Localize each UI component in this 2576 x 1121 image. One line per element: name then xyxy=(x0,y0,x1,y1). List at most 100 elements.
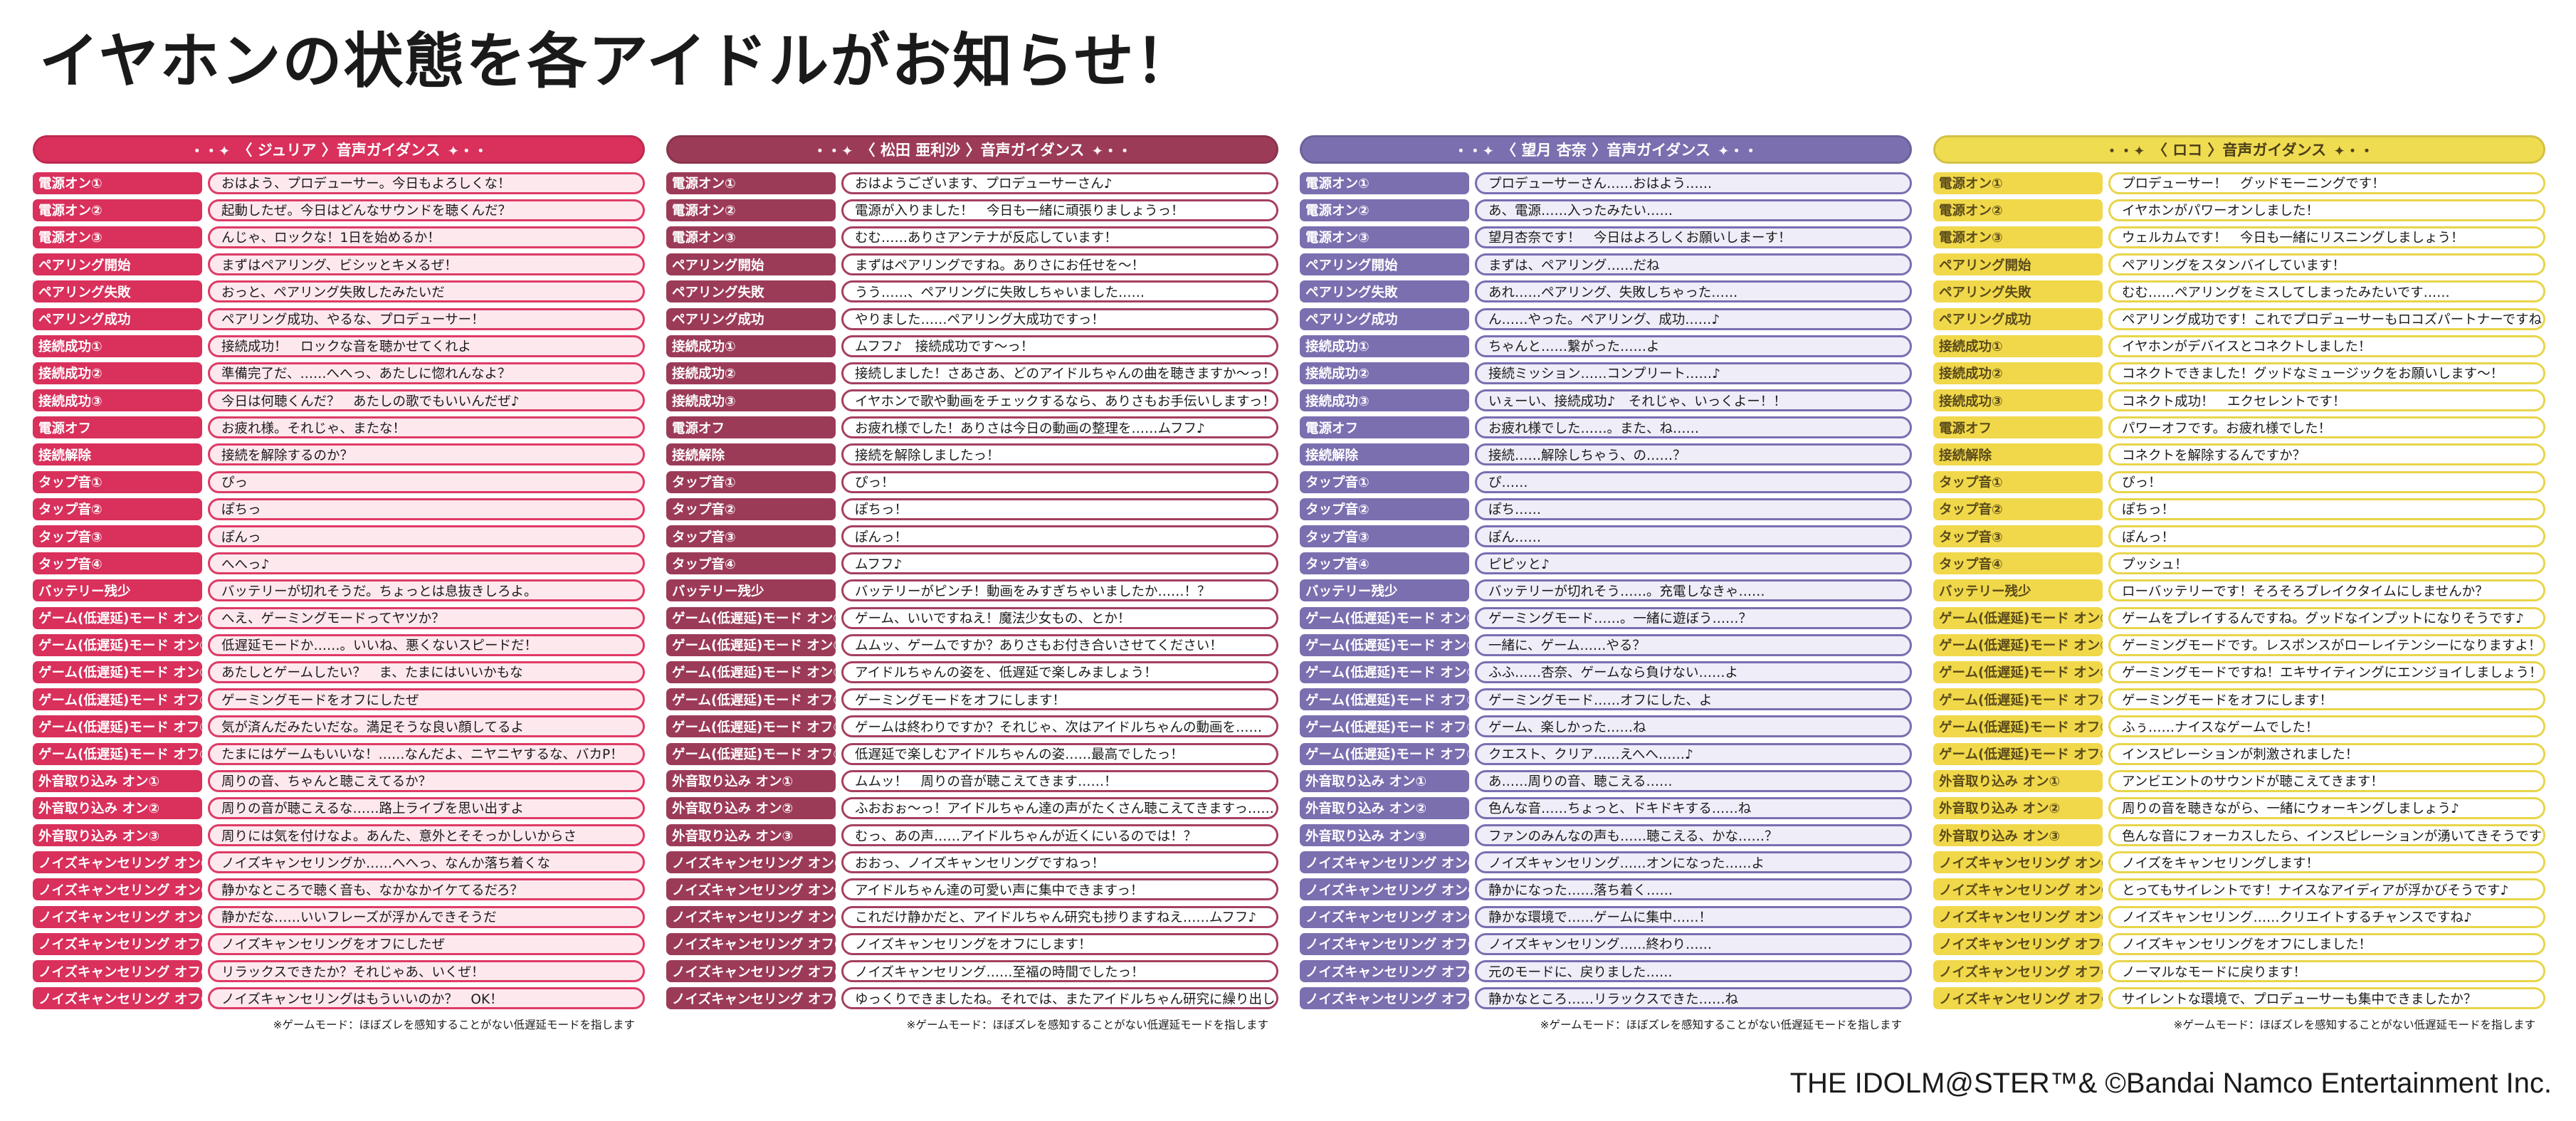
guidance-list: 電源オン① プロデューサーさん……おはよう…… 電源オン② あ、電源……入ったみたい…… xyxy=(1300,169,1912,1012)
event-label: 電源オン③ xyxy=(1300,226,1469,248)
event-label: 接続成功① xyxy=(33,335,202,357)
voice-line: ノイズキャンセリングをオフにします！ xyxy=(841,932,1278,955)
event-label: 電源オン② xyxy=(1933,199,2103,221)
event-label: 外音取り込み オン① xyxy=(1300,769,1469,792)
voice-line: 色んな音……ちょっと、ドキドキする……ね xyxy=(1475,796,1912,819)
guidance-row: ノイズキャンセリング オン③ 静かな環境で……ゲームに集中……！ xyxy=(1300,903,1912,930)
voice-line: むっ、あの声……アイドルちゃんが近くにいるのでは！？ xyxy=(841,824,1278,847)
guidance-row: ノイズキャンセリング オフ③ サイレントな環境で、プロデューサーも集中できましたか… xyxy=(1933,985,2545,1012)
event-label: ゲーム(低遅延)モード オフ③ xyxy=(33,742,202,765)
voice-line: ノイズキャンセリング……オンになった……よ xyxy=(1475,851,1912,874)
guidance-row: ゲーム(低遅延)モード オン① ゲーミングモード……。一緒に遊ぼう……？ xyxy=(1300,604,1912,631)
event-label: タップ音④ xyxy=(1933,552,2103,575)
event-label: ペアリング成功 xyxy=(33,307,202,330)
event-label: ゲーム(低遅延)モード オン② xyxy=(1933,633,2103,656)
voice-line: うう……、ペアリングに失敗しちゃいました…… xyxy=(841,280,1278,303)
guidance-row: ゲーム(低遅延)モード オン① ゲーム、いいですねえ！魔法少女もの、とか！ xyxy=(666,604,1278,631)
guidance-row: ゲーム(低遅延)モード オフ② ふぅ……ナイスなゲームでした！ xyxy=(1933,713,2545,740)
event-label: ノイズキャンセリング オフ① xyxy=(1933,932,2103,955)
guidance-row: ゲーム(低遅延)モード オン③ ふふ……杏奈、ゲームなら負けない……よ xyxy=(1300,658,1912,685)
event-label: ゲーム(低遅延)モード オフ① xyxy=(666,688,836,711)
guidance-row: タップ音③ ぽんっ！ xyxy=(666,522,1278,549)
event-label: ノイズキャンセリング オン① xyxy=(33,851,202,874)
event-label: タップ音② xyxy=(666,498,836,520)
footnote: ※ゲームモード：ほぼズレを感知することがない低遅延モードを指します xyxy=(2173,1018,2535,1031)
panel-roco: ・・✦ 〈 ロコ 〉音声ガイダンス ✦・・ 電源オン① プロデューサー！ グッドモーニン… xyxy=(1933,135,2545,1032)
event-label: 電源オン③ xyxy=(666,226,836,248)
voice-line: ゲーミングモードです。レスポンスがローレイテンシーになりますよ！ xyxy=(2108,633,2545,656)
guidance-list: 電源オン① おはようございます、プロデューサーさん♪ 電源オン② 電源が入りました！ … xyxy=(666,169,1278,1012)
event-label: ペアリング成功 xyxy=(1933,307,2103,330)
voice-line: アイドルちゃんの姿を、低遅延で楽しみましょう！ xyxy=(841,661,1278,683)
event-label: 接続成功② xyxy=(33,362,202,384)
voice-line: ローバッテリーです！そろそろブレイクタイムにしませんか？ xyxy=(2108,579,2545,602)
voice-line: ゲーミングモード……オフにした、よ xyxy=(1475,688,1912,711)
event-label: ゲーム(低遅延)モード オフ① xyxy=(1300,688,1469,711)
guidance-row: ペアリング開始 ペアリングをスタンバイしています！ xyxy=(1933,251,2545,278)
voice-line: ノーマルなモードに戻ります！ xyxy=(2108,960,2545,983)
voice-line: プロデューサーさん……おはよう…… xyxy=(1475,172,1912,194)
sparkle-icon: ・・✦ xyxy=(812,142,853,159)
event-label: ペアリング開始 xyxy=(666,253,836,276)
voice-line: 周りには気を付けなよ。あんた、意外とそそっかしいからさ xyxy=(208,824,645,847)
voice-line: 起動したぜ。今日はどんなサウンドを聴くんだ？ xyxy=(208,199,645,221)
voice-line: 静かな環境で……ゲームに集中……！ xyxy=(1475,905,1912,928)
guidance-row: 外音取り込み オン① アンビエントのサウンドが聴こえてきます！ xyxy=(1933,767,2545,794)
sparkle-icon: ✦・・ xyxy=(2333,142,2374,159)
guidance-list: 電源オン① プロデューサー！ グッドモーニングです！ 電源オン② イヤホンがパワーオン… xyxy=(1933,169,2545,1012)
guidance-row: 外音取り込み オン③ 色んな音にフォーカスしたら、インスピレーションが湧いてきそう… xyxy=(1933,822,2545,849)
voice-line: まずは、ペアリング……だね xyxy=(1475,253,1912,276)
guidance-row: ノイズキャンセリング オフ① ノイズキャンセリングをオフにします！ xyxy=(666,930,1278,957)
event-label: ノイズキャンセリング オン② xyxy=(666,878,836,901)
event-label: ノイズキャンセリング オン② xyxy=(33,878,202,901)
event-label: 接続成功① xyxy=(666,335,836,357)
voice-line: ノイズキャンセリング……至福の時間でしたっ！ xyxy=(841,960,1278,983)
event-label: ノイズキャンセリング オフ② xyxy=(1933,960,2103,983)
guidance-row: ペアリング失敗 むむ……ペアリングをミスしてしまったみたいです…… xyxy=(1933,278,2545,305)
voice-line: ノイズをキャンセリングします！ xyxy=(2108,851,2545,874)
event-label: 接続解除 xyxy=(1933,443,2103,466)
voice-line: プッシュ！ xyxy=(2108,552,2545,575)
voice-line: へへっ♪ xyxy=(208,552,645,575)
guidance-row: ゲーム(低遅延)モード オン② ムムッ、ゲームですか？ありさもお付き合いさせてくだ… xyxy=(666,631,1278,658)
event-label: 接続成功① xyxy=(1933,335,2103,357)
event-label: 電源オン② xyxy=(666,199,836,221)
guidance-row: 外音取り込み オン③ 周りには気を付けなよ。あんた、意外とそそっかしいからさ xyxy=(33,822,645,849)
event-label: ノイズキャンセリング オン② xyxy=(1933,878,2103,901)
guidance-row: 接続成功① イヤホンがデバイスとコネクトしました！ xyxy=(1933,332,2545,359)
guidance-row: 外音取り込み オン① あ……周りの音、聴こえる…… xyxy=(1300,767,1912,794)
guidance-row: 電源オン③ むむ……ありさアンテナが反応しています！ xyxy=(666,223,1278,251)
copyright-notice: THE IDOLM@STER™& ©Bandai Namco Entertain… xyxy=(1789,1068,2552,1099)
voice-line: 接続を解除しましたっ！ xyxy=(841,443,1278,466)
voice-line: ふおおぉ～っ！アイドルちゃん達の声がたくさん聴こえてきますっ……！ xyxy=(841,796,1278,819)
voice-line: ふふ……杏奈、ゲームなら負けない……よ xyxy=(1475,661,1912,683)
guidance-row: ゲーム(低遅延)モード オン① へえ、ゲーミングモードってヤツか？ xyxy=(33,604,645,631)
voice-line: ゲーミングモードをオフにします！ xyxy=(2108,688,2545,711)
event-label: 外音取り込み オン③ xyxy=(1300,824,1469,847)
event-label: タップ音③ xyxy=(1933,525,2103,548)
guidance-row: ゲーム(低遅延)モード オフ① ゲーミングモードをオフにします！ xyxy=(666,686,1278,713)
guidance-row: 接続解除 接続を解除しましたっ！ xyxy=(666,441,1278,468)
guidance-row: ゲーム(低遅延)モード オフ② ゲームは終わりですか？それじゃ、次はアイドルちゃん… xyxy=(666,713,1278,740)
event-label: バッテリー残少 xyxy=(33,579,202,602)
event-label: ペアリング開始 xyxy=(1300,253,1469,276)
guidance-row: ノイズキャンセリング オン① ノイズをキャンセリングします！ xyxy=(1933,849,2545,876)
guidance-row: 接続成功① 接続成功！ ロックな音を聴かせてくれよ xyxy=(33,332,645,359)
voice-line: いぇーい、接続成功♪ それじゃ、いっくよー！！ xyxy=(1475,389,1912,412)
voice-line: 接続ミッション……コンプリート……♪ xyxy=(1475,362,1912,384)
event-label: ノイズキャンセリング オフ② xyxy=(33,960,202,983)
voice-line: ペアリング成功です！これでプロデューサーもロコズパートナーですね！ xyxy=(2108,307,2545,330)
guidance-row: タップ音④ へへっ♪ xyxy=(33,550,645,577)
event-label: ゲーム(低遅延)モード オン③ xyxy=(1300,661,1469,683)
guidance-row: ゲーム(低遅延)モード オフ③ クエスト、クリア……えへへ……♪ xyxy=(1300,740,1912,767)
event-label: 外音取り込み オン③ xyxy=(666,824,836,847)
guidance-row: タップ音① ぴっ！ xyxy=(1933,468,2545,495)
event-label: 外音取り込み オン① xyxy=(666,769,836,792)
panel-header: ・・✦ 〈 ジュリア 〉音声ガイダンス ✦・・ xyxy=(33,135,645,164)
voice-line: 静かになった……落ち着く…… xyxy=(1475,878,1912,901)
sparkle-icon: ✦・・ xyxy=(1091,142,1132,159)
guidance-row: 接続成功① ムフフ♪ 接続成功です～っ！ xyxy=(666,332,1278,359)
guidance-row: ゲーム(低遅延)モード オフ② ゲーム、楽しかった……ね xyxy=(1300,713,1912,740)
voice-line: ゲーム、いいですねえ！魔法少女もの、とか！ xyxy=(841,606,1278,629)
event-label: ノイズキャンセリング オン③ xyxy=(666,905,836,928)
